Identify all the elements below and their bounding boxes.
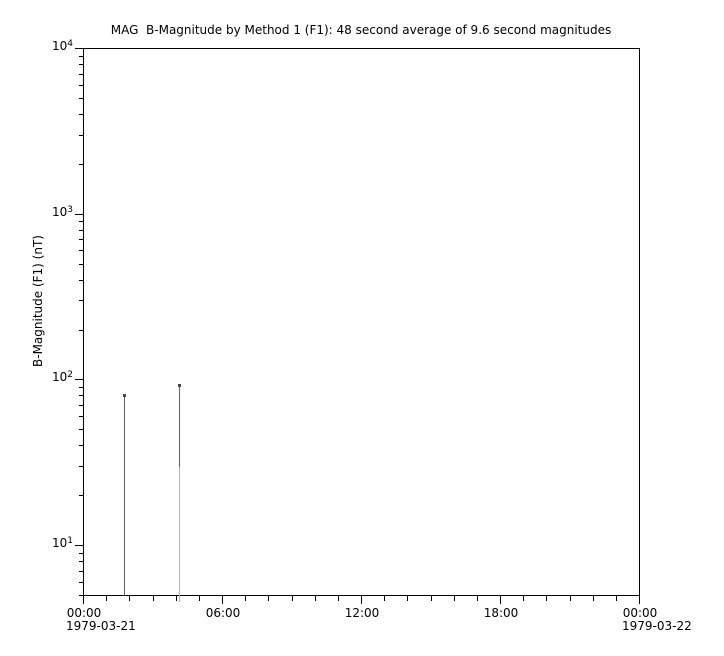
x-minor-tick	[129, 596, 130, 601]
x-minor-tick	[245, 596, 246, 601]
y-minor-tick	[79, 221, 83, 222]
x-major-tick	[83, 596, 84, 604]
y-tick-label: 101	[51, 536, 73, 550]
y-minor-tick	[79, 582, 83, 583]
y-minor-tick	[79, 595, 83, 596]
y-minor-tick	[79, 387, 83, 388]
y-minor-tick	[79, 561, 83, 562]
x-tick-label: 06:00	[205, 606, 241, 620]
y-minor-tick	[79, 239, 83, 240]
y-major-tick	[75, 379, 83, 380]
spike-marker	[178, 384, 181, 387]
x-minor-tick	[315, 596, 316, 601]
chart-title: MAG B-Magnitude by Method 1 (F1): 48 sec…	[110, 23, 612, 37]
y-minor-tick	[79, 250, 83, 251]
y-minor-tick	[79, 264, 83, 265]
y-minor-tick	[79, 553, 83, 554]
y-minor-tick	[79, 429, 83, 430]
y-minor-tick	[79, 164, 83, 165]
x-minor-tick	[546, 596, 547, 601]
x-minor-tick	[477, 596, 478, 601]
x-minor-tick	[292, 596, 293, 601]
y-minor-tick	[79, 395, 83, 396]
x-major-tick	[500, 596, 501, 604]
y-major-tick	[75, 48, 83, 49]
x-minor-tick	[338, 596, 339, 601]
x-minor-tick	[431, 596, 432, 601]
x-major-tick	[222, 596, 223, 604]
y-tick-label: 102	[51, 370, 73, 384]
x-minor-tick	[268, 596, 269, 601]
x-minor-tick	[153, 596, 154, 601]
y-minor-tick	[79, 85, 83, 86]
spike-marker	[123, 394, 126, 397]
x-major-tick	[639, 596, 640, 604]
x-minor-tick	[616, 596, 617, 601]
x-minor-tick	[523, 596, 524, 601]
x-tick-label: 12:00	[344, 606, 380, 620]
x-minor-tick	[199, 596, 200, 601]
y-minor-tick	[79, 405, 83, 406]
x-minor-tick	[176, 596, 177, 601]
x-date-label: 1979-03-21	[66, 619, 136, 633]
y-minor-tick	[79, 571, 83, 572]
y-axis-label: B-Magnitude (F1) (nT)	[31, 235, 45, 367]
spike-line	[124, 396, 125, 596]
y-minor-tick	[79, 495, 83, 496]
x-tick-label: 00:00	[622, 606, 658, 620]
x-tick-label: 18:00	[483, 606, 519, 620]
x-minor-tick	[384, 596, 385, 601]
y-minor-tick	[79, 98, 83, 99]
y-minor-tick	[79, 330, 83, 331]
y-major-tick	[75, 214, 83, 215]
x-minor-tick	[106, 596, 107, 601]
y-minor-tick	[79, 64, 83, 65]
y-minor-tick	[79, 135, 83, 136]
x-tick-label: 00:00	[66, 606, 102, 620]
y-minor-tick	[79, 74, 83, 75]
y-minor-tick	[79, 114, 83, 115]
y-minor-tick	[79, 445, 83, 446]
y-minor-tick	[79, 230, 83, 231]
y-tick-label: 104	[51, 39, 73, 53]
x-date-label: 1979-03-22	[622, 619, 692, 633]
spike-line	[179, 386, 180, 467]
x-minor-tick	[570, 596, 571, 601]
y-minor-tick	[79, 300, 83, 301]
y-tick-label: 103	[51, 205, 73, 219]
x-minor-tick	[454, 596, 455, 601]
y-minor-tick	[79, 416, 83, 417]
y-minor-tick	[79, 280, 83, 281]
y-minor-tick	[79, 56, 83, 57]
x-major-tick	[361, 596, 362, 604]
y-major-tick	[75, 545, 83, 546]
x-minor-tick	[407, 596, 408, 601]
spike-line	[179, 467, 180, 602]
x-minor-tick	[593, 596, 594, 601]
y-minor-tick	[79, 466, 83, 467]
plot-area: 104 103 102 101 00:00 1979-03-21 06:00 12:00 18…	[52, 40, 692, 634]
